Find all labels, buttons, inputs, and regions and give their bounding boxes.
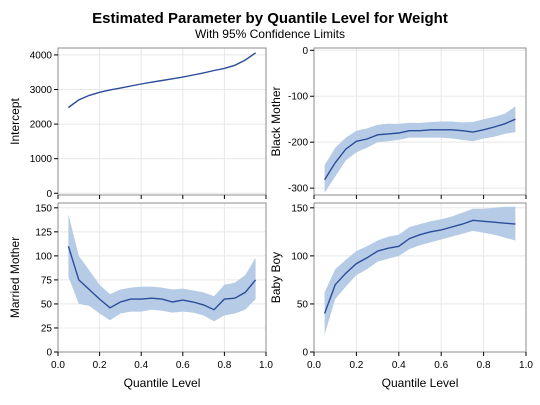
x-axis-label: Quantile Level [124, 376, 201, 390]
y-axis-label: Baby Boy [269, 252, 283, 303]
y-axis-label: Black Mother [269, 86, 283, 156]
panel-3: 0 25 50 75 100 125 150 0.0 0.2 0.4 0.6 0.8 1.0 Marrie… [8, 202, 273, 390]
y-tick-label: -300 [288, 184, 308, 195]
y-tick-label: 1000 [30, 154, 53, 165]
confidence-band [324, 206, 516, 335]
x-axis-label: Quantile Level [382, 376, 459, 390]
x-tick-label: 0.6 [434, 360, 448, 371]
y-tick-label: 0 [46, 189, 52, 200]
y-tick-label: 100 [35, 251, 52, 262]
plot-frame [313, 202, 527, 353]
panel-1: 0 1000 2000 3000 4000 Intercept [8, 47, 267, 200]
plot-frame [57, 202, 267, 353]
y-tick-label: 125 [35, 227, 52, 238]
x-tick-label: 0.4 [392, 360, 406, 371]
x-tick-label: 0.0 [51, 360, 65, 371]
x-tick-label: 0.4 [134, 360, 148, 371]
panel-4: 0 50 100 150 0.0 0.2 0.4 0.6 0.8 1.0 Baby Boy Quant… [269, 202, 533, 390]
panels: 01000200030004000Intercept0-100-200-300B… [8, 46, 533, 390]
x-tick-label: 0.6 [176, 360, 190, 371]
y-tick-label: 2000 [30, 120, 53, 131]
x-tick-label: 0.8 [477, 360, 491, 371]
chart-title: Estimated Parameter by Quantile Level fo… [92, 10, 448, 27]
chart-subtitle: With 95% Confidence Limits [195, 27, 345, 41]
estimate-line [323, 219, 516, 314]
y-axis-label: Intercept [8, 97, 22, 144]
x-tick-label: 1.0 [259, 360, 273, 371]
y-tick-label: 150 [35, 203, 52, 214]
y-tick-label: 100 [291, 251, 308, 262]
y-tick-label: 4000 [30, 50, 53, 61]
y-tick-label: 150 [291, 203, 308, 214]
x-tick-label: 0.8 [217, 360, 231, 371]
estimate-line [67, 246, 257, 311]
y-tick-label: -100 [288, 92, 308, 103]
y-tick-label: 0 [46, 348, 52, 359]
y-tick-label: 25 [41, 323, 53, 334]
y-tick-label: -200 [288, 138, 308, 149]
y-axis-label: Married Mother [8, 237, 22, 318]
y-tick-label: 3000 [30, 85, 53, 96]
x-tick-label: 0.2 [93, 360, 107, 371]
estimate-line [67, 52, 257, 109]
panel-2: 0 -100 -200 -300 Black Mother [269, 46, 527, 199]
x-tick-label: 1.0 [519, 360, 533, 371]
plot-frame [57, 47, 267, 196]
y-tick-label: 0 [302, 348, 308, 359]
y-tick-label: 75 [41, 275, 53, 286]
confidence-band [68, 214, 256, 322]
estimate-line [324, 118, 516, 181]
y-tick-label: 50 [41, 299, 53, 310]
y-tick-label: 0 [302, 46, 308, 57]
y-tick-label: 50 [297, 299, 309, 310]
plot-frame [313, 47, 527, 196]
x-tick-label: 0.0 [307, 360, 321, 371]
x-tick-label: 0.2 [349, 360, 363, 371]
confidence-band [324, 106, 516, 193]
